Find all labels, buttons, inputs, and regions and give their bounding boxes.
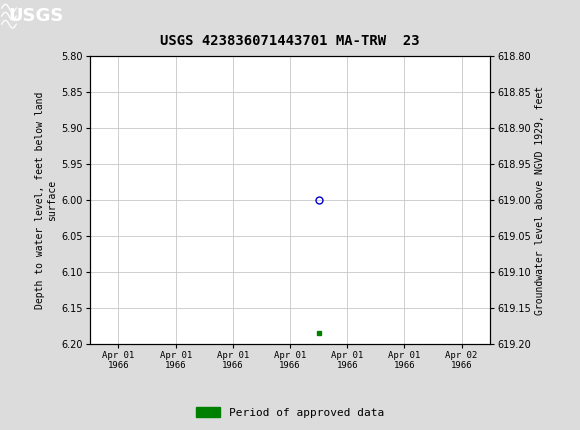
- Y-axis label: Depth to water level, feet below land
surface: Depth to water level, feet below land su…: [35, 91, 57, 309]
- Text: USGS 423836071443701 MA-TRW  23: USGS 423836071443701 MA-TRW 23: [160, 34, 420, 49]
- Text: USGS: USGS: [9, 7, 64, 25]
- Y-axis label: Groundwater level above NGVD 1929, feet: Groundwater level above NGVD 1929, feet: [535, 86, 545, 314]
- Legend: Period of approved data: Period of approved data: [191, 403, 389, 422]
